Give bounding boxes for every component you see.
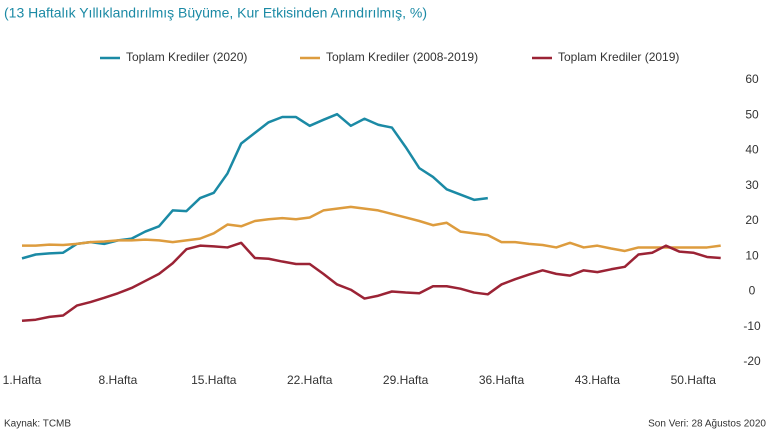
y-tick-label: 40 bbox=[745, 143, 759, 157]
x-tick-label: 1.Hafta bbox=[3, 373, 42, 387]
y-tick-label: 60 bbox=[745, 72, 759, 86]
series-line bbox=[22, 205, 721, 253]
y-tick-label: -20 bbox=[743, 354, 761, 368]
y-tick-label: 30 bbox=[745, 178, 759, 192]
chart-title: (13 Haftalık Yıllıklandırılmış Büyüme, K… bbox=[4, 5, 427, 21]
y-tick-label: 0 bbox=[749, 284, 756, 298]
x-tick-label: 15.Hafta bbox=[191, 373, 237, 387]
series-line bbox=[21, 112, 488, 260]
y-tick-label: -10 bbox=[743, 319, 761, 333]
note: Son Veri: 28 Ağustos 2020 bbox=[648, 419, 766, 430]
x-tick-label: 29.Hafta bbox=[383, 373, 429, 387]
x-tick-label: 43.Hafta bbox=[575, 373, 621, 387]
x-tick-label: 50.Hafta bbox=[671, 373, 717, 387]
series-line bbox=[21, 241, 721, 323]
x-tick-label: 8.Hafta bbox=[99, 373, 138, 387]
y-tick-label: 10 bbox=[745, 248, 759, 262]
source: Kaynak: TCMB bbox=[4, 419, 71, 430]
legend-label: Toplam Krediler (2008-2019) bbox=[326, 50, 478, 64]
y-tick-label: 20 bbox=[745, 213, 759, 227]
legend-label: Toplam Krediler (2019) bbox=[558, 50, 679, 64]
x-tick-label: 22.Hafta bbox=[287, 373, 333, 387]
x-tick-label: 36.Hafta bbox=[479, 373, 525, 387]
legend-label: Toplam Krediler (2020) bbox=[126, 50, 247, 64]
y-tick-label: 50 bbox=[745, 107, 759, 121]
